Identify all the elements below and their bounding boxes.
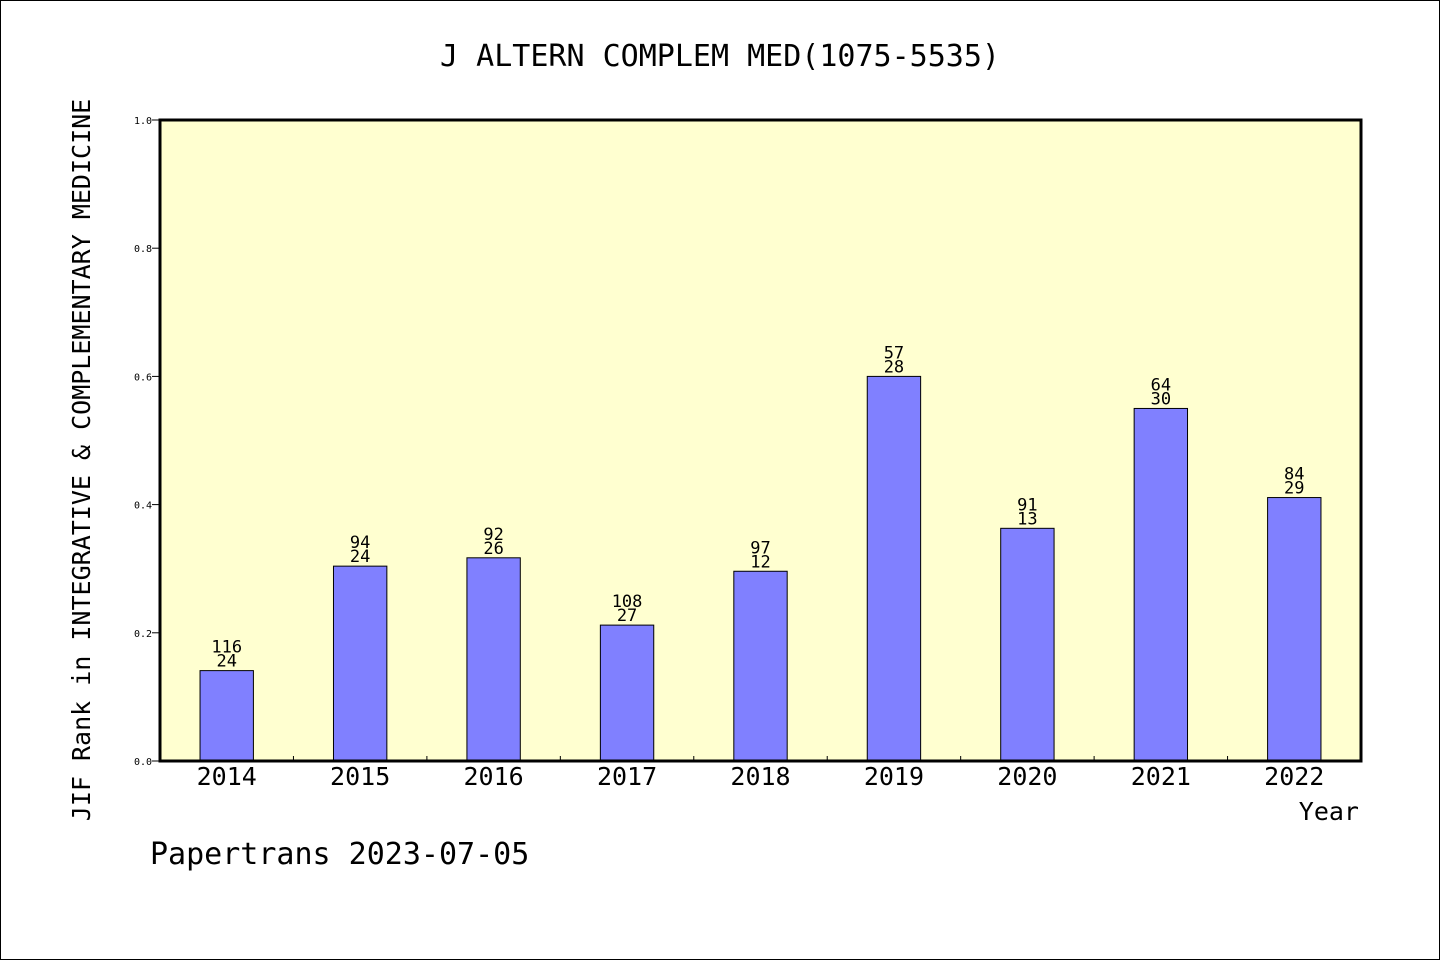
chart-title: J ALTERN COMPLEM MED(1075-5535) <box>440 39 1000 74</box>
bar-label-bottom-2017: 27 <box>617 606 637 626</box>
bar-label-top-2022: 84 <box>1284 465 1304 485</box>
bar-2016 <box>466 557 521 762</box>
y-tick-label: 0.0 <box>134 757 152 768</box>
bar-2019 <box>866 375 922 762</box>
bar-label-bottom-2014: 24 <box>216 652 236 672</box>
x-tick-label-2020: 2020 <box>997 762 1057 791</box>
y-tick-label: 0.4 <box>134 501 152 512</box>
x-tick-label-2021: 2021 <box>1131 762 1191 791</box>
footer-text: Papertrans 2023-07-05 <box>150 837 529 872</box>
y-axis-label: JIF Rank in INTEGRATIVE & COMPLEMENTARY … <box>67 99 96 821</box>
x-tick-label-2015: 2015 <box>330 762 390 791</box>
bar-label-top-2015: 94 <box>350 533 370 553</box>
bar-2014 <box>199 670 254 762</box>
bar-label-top-2020: 91 <box>1017 495 1037 515</box>
bar-2022 <box>1267 497 1322 762</box>
y-tick-label: 0.2 <box>134 629 152 640</box>
bar-label-bottom-2015: 24 <box>350 547 370 567</box>
y-tick-label: 0.8 <box>134 244 152 255</box>
bar-2018 <box>733 570 788 762</box>
bar-2020 <box>1000 527 1055 762</box>
bar-label-top-2017: 108 <box>612 592 643 612</box>
plot-border <box>158 118 1363 763</box>
y-tick-label: 0.6 <box>134 372 152 383</box>
bar-label-bottom-2020: 13 <box>1017 509 1037 529</box>
y-tick-label: 1.0 <box>134 116 152 127</box>
bar-label-bottom-2021: 30 <box>1151 389 1171 409</box>
bar-label-top-2016: 92 <box>483 525 503 545</box>
bar-2017 <box>599 624 655 762</box>
bar-2015 <box>332 565 388 762</box>
bar-label-bottom-2019: 28 <box>884 357 904 377</box>
x-tick-label-2017: 2017 <box>597 762 657 791</box>
bar-label-bottom-2018: 12 <box>750 552 770 572</box>
x-tick-label-2018: 2018 <box>730 762 790 791</box>
x-tick-label-2014: 2014 <box>197 762 257 791</box>
bar-label-top-2021: 64 <box>1151 375 1171 395</box>
bar-label-bottom-2022: 29 <box>1284 479 1304 499</box>
bar-label-top-2019: 57 <box>884 343 904 363</box>
bar-label-top-2014: 116 <box>211 638 242 658</box>
axis-layer: 0.0 0.2 0.4 0.6 0.8 1.0 2014 2015 2016 2017 2018 20… <box>134 116 1324 791</box>
x-axis-label: Year <box>1299 797 1359 826</box>
bar-2021 <box>1133 407 1189 762</box>
x-tick-label-2019: 2019 <box>864 762 924 791</box>
x-tick-label-2022: 2022 <box>1264 762 1324 791</box>
bar-label-top-2018: 97 <box>750 538 770 558</box>
bar-label-bottom-2016: 26 <box>483 539 503 559</box>
x-tick-label-2016: 2016 <box>464 762 524 791</box>
